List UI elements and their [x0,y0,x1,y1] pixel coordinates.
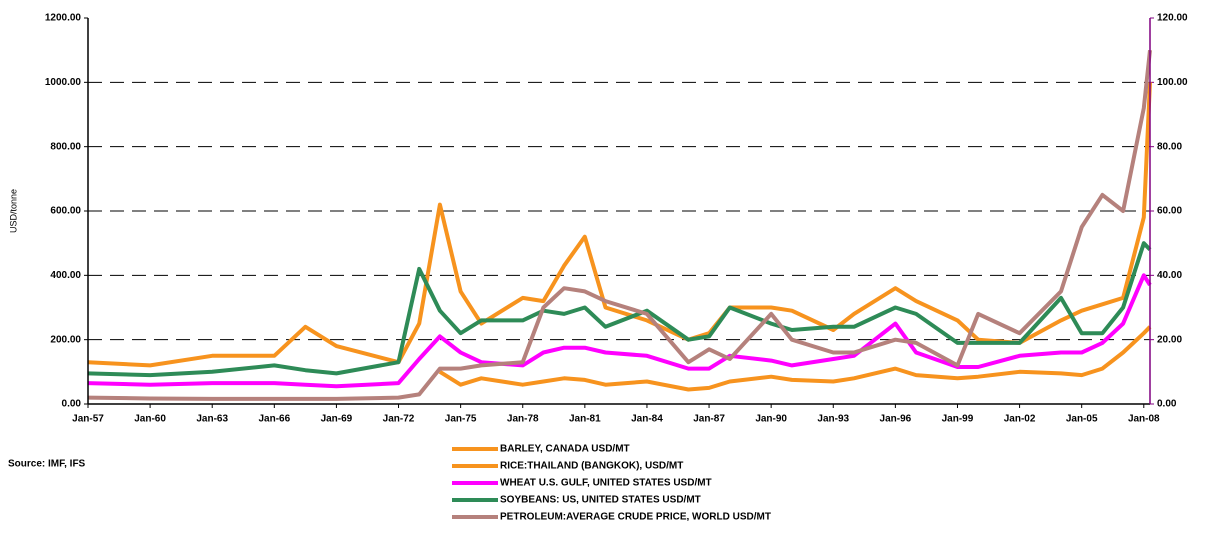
y2-tick-label: 20.00 [1157,334,1182,345]
y2-tick-label: 100.00 [1157,77,1188,88]
series-line [87,241,1152,378]
x-tick-label: Jan-99 [942,414,974,425]
y-tick-label: 1200.00 [45,13,82,24]
series-line [87,273,1152,389]
x-tick-label: Jan-05 [1066,414,1098,425]
legend-label: PETROLEUM:AVERAGE CRUDE PRICE, WORLD USD… [500,512,771,523]
x-tick-label: Jan-93 [817,414,849,425]
x-tick-label: Jan-02 [1004,414,1036,425]
y2-tick-label: 60.00 [1157,206,1182,217]
y-tick-label: 600.00 [50,206,81,217]
y2-tick-label: 120.00 [1157,13,1188,24]
y-tick-label: 800.00 [50,141,81,152]
x-tick-label: Jan-96 [880,414,912,425]
x-tick-label: Jan-66 [258,414,290,425]
x-tick-label: Jan-60 [134,414,166,425]
legend-label: WHEAT U.S. GULF, UNITED STATES USD/MT [500,478,712,489]
x-tick-label: Jan-72 [383,414,415,425]
y-tick-label: 200.00 [50,334,81,345]
y-tick-label: 400.00 [50,270,81,281]
x-tick-label: Jan-69 [321,414,353,425]
legend-label: SOYBEANS: US, UNITED STATES USD/MT [500,495,701,506]
y-axis-label: USD/tonne [8,189,18,233]
x-tick-label: Jan-78 [507,414,539,425]
y2-tick-label: 80.00 [1157,141,1182,152]
series-line [87,49,1152,401]
y2-tick-label: 40.00 [1157,270,1182,281]
x-tick-label: Jan-75 [445,414,477,425]
x-tick-label: Jan-08 [1128,414,1160,425]
legend-label: BARLEY, CANADA USD/MT [500,444,630,455]
x-tick-label: Jan-90 [755,414,787,425]
y-tick-label: 0.00 [62,399,82,410]
x-tick-label: Jan-57 [72,414,104,425]
source-note: Source: IMF, IFS [8,459,86,470]
x-tick-label: Jan-87 [693,414,725,425]
y2-tick-label: 0.00 [1157,399,1177,410]
y-tick-label: 1000.00 [45,77,82,88]
x-tick-label: Jan-63 [196,414,228,425]
x-tick-label: Jan-84 [631,414,663,425]
x-tick-label: Jan-81 [569,414,601,425]
series-line [438,325,1152,392]
legend-label: RICE:THAILAND (BANGKOK), USD/MT [500,461,683,472]
